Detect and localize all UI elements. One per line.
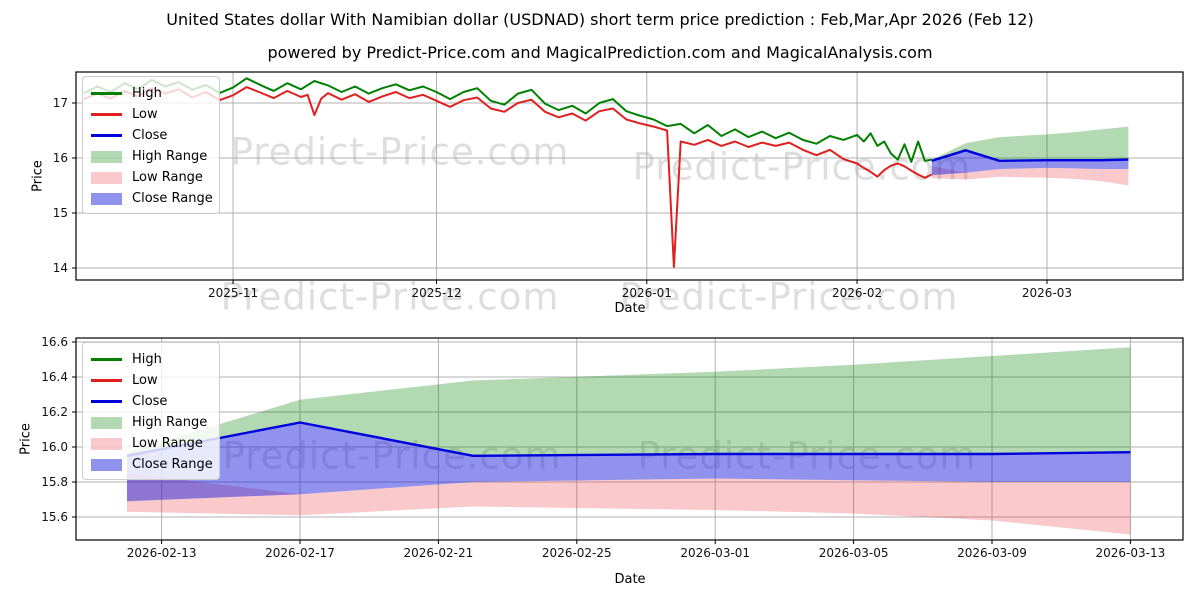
legend-item-high: High xyxy=(83,83,219,104)
watermark-text: Predict-Price.com xyxy=(230,130,570,174)
bottom-y-tick-label: 16.6 xyxy=(41,335,68,349)
watermark-text: Predict-Price.com xyxy=(638,435,977,478)
low-range-swatch xyxy=(91,437,122,450)
legend-item-low: Low xyxy=(83,104,219,125)
legend-label: High Range xyxy=(132,149,208,164)
legend-item-close-range: Close Range xyxy=(83,454,219,475)
top-high-range-band xyxy=(931,126,1129,161)
low-range-swatch xyxy=(91,171,122,184)
bottom-plot-border xyxy=(75,337,1184,541)
watermark-text: Predict-Price.com xyxy=(220,275,560,319)
legend-label: Low Range xyxy=(132,170,203,185)
bottom-x-tick-label: 2026-02-25 xyxy=(542,546,612,560)
top-chart-ylabel: Price xyxy=(30,160,46,192)
legend-label: High Range xyxy=(132,415,208,430)
top-x-tick-label: 2025-12 xyxy=(411,286,461,300)
top-y-tick-label: 16 xyxy=(53,151,68,165)
watermark-text: Predict-Price.com xyxy=(619,275,959,319)
bottom-close-range-band xyxy=(127,422,1131,502)
legend-item-close: Close xyxy=(83,391,219,412)
top-y-tick-label: 14 xyxy=(53,261,68,275)
bottom-y-tick-label: 16.0 xyxy=(41,440,68,454)
legend-item-low-range: Low Range xyxy=(83,167,219,188)
legend-item-high-range: High Range xyxy=(83,146,219,167)
low-line-swatch xyxy=(91,113,122,116)
bottom-high-range-band xyxy=(127,347,1131,456)
bottom-low-range-band xyxy=(127,473,1131,535)
legend-item-low: Low xyxy=(83,370,219,391)
legend-label: Close Range xyxy=(132,191,213,206)
bottom-x-tick-label: 2026-02-21 xyxy=(404,546,474,560)
bottom-chart-ylabel: Price xyxy=(18,423,34,455)
chart-title: United States dollar With Namibian dolla… xyxy=(166,10,1034,29)
low-line-swatch xyxy=(91,379,122,382)
legend-label: Close xyxy=(132,128,168,143)
legend-label: High xyxy=(132,86,162,101)
legend-label: High xyxy=(132,352,162,367)
high-line-swatch xyxy=(91,358,122,361)
bottom-y-tick-label: 15.8 xyxy=(41,475,68,489)
top-plot-border xyxy=(75,71,1184,281)
top-x-tick-label: 2025-11 xyxy=(208,286,258,300)
legend-label: Low Range xyxy=(132,436,203,451)
close-line-swatch xyxy=(91,134,122,137)
legend-item-close: Close xyxy=(83,125,219,146)
high-line xyxy=(83,77,932,163)
top-x-tick-label: 2026-01 xyxy=(622,286,672,300)
top-x-tick-label: 2026-02 xyxy=(832,286,882,300)
legend-item-close-range: Close Range xyxy=(83,188,219,209)
bottom-x-tick-label: 2026-03-13 xyxy=(1096,546,1166,560)
top-chart-legend: High Low Close High Range Low Range Clos… xyxy=(82,76,220,214)
top-x-tick-label: 2026-03 xyxy=(1022,286,1072,300)
legend-label: Close Range xyxy=(132,457,213,472)
legend-item-low-range: Low Range xyxy=(83,433,219,454)
bottom-x-tick-label: 2026-03-01 xyxy=(680,546,750,560)
legend-label: Low xyxy=(132,373,158,388)
close-range-swatch xyxy=(91,192,122,205)
bottom-x-tick-label: 2026-02-17 xyxy=(265,546,335,560)
bottom-x-tick-label: 2026-03-05 xyxy=(819,546,889,560)
top-low-range-band xyxy=(931,166,1129,186)
bottom-x-tick-label: 2026-02-13 xyxy=(127,546,197,560)
top-close-line xyxy=(931,149,1129,163)
top-close-range-band xyxy=(931,150,1129,176)
top-y-tick-label: 15 xyxy=(53,206,68,220)
bottom-chart-legend: High Low Close High Range Low Range Clos… xyxy=(82,342,220,480)
legend-item-high: High xyxy=(83,349,219,370)
bottom-x-tick-label: 2026-03-09 xyxy=(957,546,1027,560)
bottom-y-tick-label: 16.4 xyxy=(41,370,68,384)
close-range-swatch xyxy=(91,458,122,471)
high-line-swatch xyxy=(91,92,122,95)
bottom-y-tick-label: 15.6 xyxy=(41,510,68,524)
legend-item-high-range: High Range xyxy=(83,412,219,433)
legend-label: Close xyxy=(132,394,168,409)
bottom-y-tick-label: 16.2 xyxy=(41,405,68,419)
low-line xyxy=(83,86,933,268)
legend-label: Low xyxy=(132,107,158,122)
top-chart-xlabel: Date xyxy=(614,301,646,316)
high-range-swatch xyxy=(91,416,122,429)
top-y-tick-label: 17 xyxy=(53,96,68,110)
bottom-chart-xlabel: Date xyxy=(614,572,646,587)
bottom-close-line xyxy=(126,421,1131,457)
chart-subtitle: powered by Predict-Price.com and Magical… xyxy=(267,43,933,62)
close-line-swatch xyxy=(91,400,122,403)
high-range-swatch xyxy=(91,150,122,163)
